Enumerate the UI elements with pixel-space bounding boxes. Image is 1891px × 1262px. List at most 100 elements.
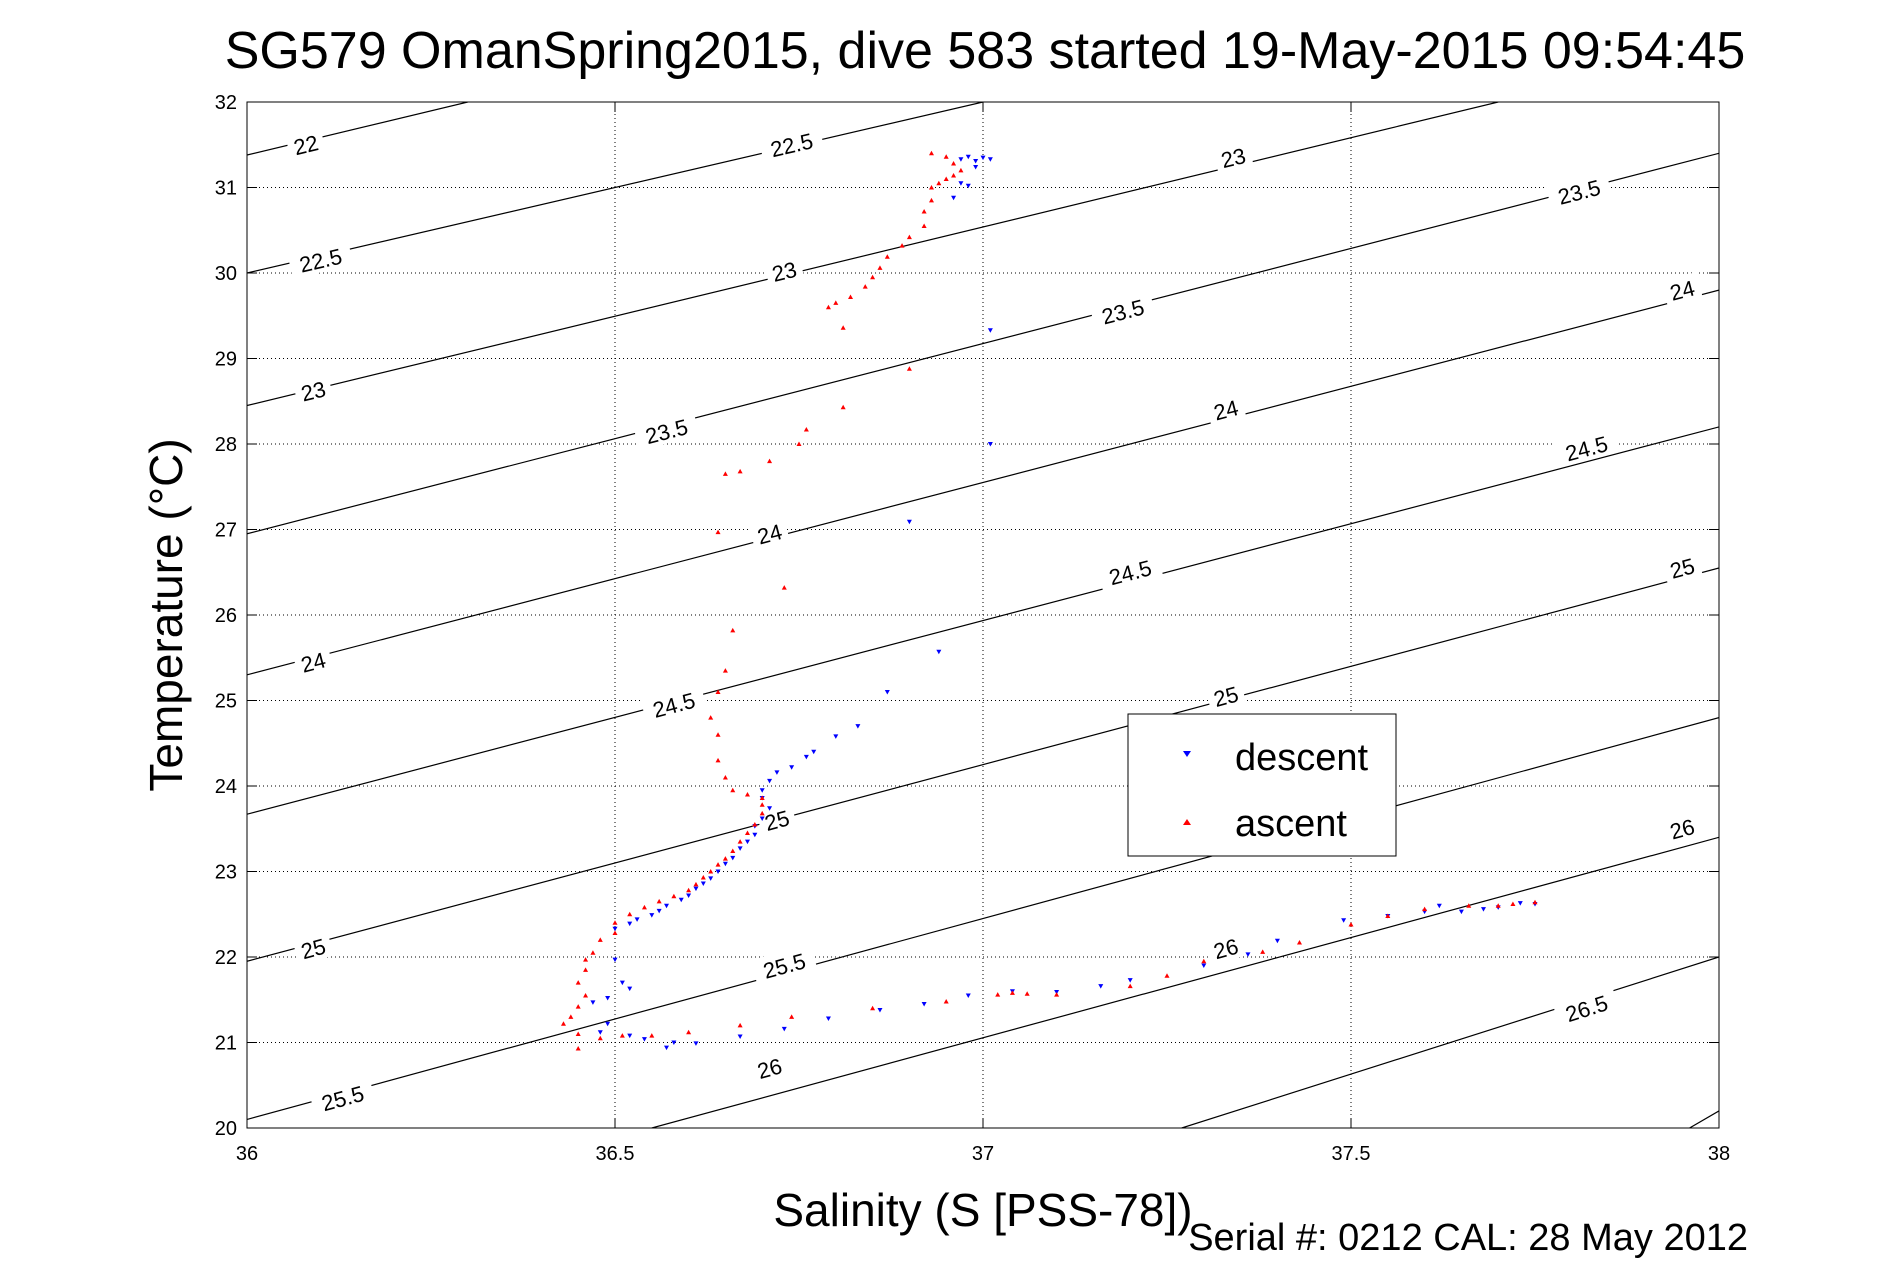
ascent-point — [870, 274, 876, 280]
contour-label-group: 26 — [1204, 930, 1247, 965]
ascent-point — [936, 180, 942, 186]
contour-label-group: 25 — [755, 802, 798, 837]
descent-point — [936, 649, 942, 655]
ascent-point — [737, 468, 743, 474]
ascent-point — [1348, 922, 1354, 927]
descent-point — [715, 869, 721, 874]
ascent-point — [737, 839, 743, 844]
contour-label-group: 24 — [748, 515, 791, 550]
descent-point — [612, 926, 618, 932]
ascent-point — [597, 937, 603, 942]
descent-point — [965, 993, 971, 998]
descent-point — [700, 881, 706, 886]
contour-line-23-5 — [247, 152, 1719, 535]
ascent-point — [789, 1014, 795, 1019]
contour-label-group: 23.5 — [633, 409, 700, 451]
contour-label-background — [1552, 426, 1620, 468]
y-tick-label: 24 — [215, 776, 237, 798]
ascent-point — [575, 1004, 581, 1009]
ascent-point — [928, 185, 934, 190]
descent-point — [1341, 918, 1347, 923]
descent-point — [811, 749, 817, 755]
ascent-point — [1164, 973, 1170, 978]
contour-label-background — [285, 126, 327, 161]
descent-point — [833, 734, 839, 739]
ascent-point — [1009, 990, 1015, 995]
ascent-point — [870, 1005, 876, 1011]
contour-label: 24.5 — [650, 688, 698, 723]
descent-point — [590, 1000, 596, 1005]
contour-label-background — [763, 253, 805, 288]
ascent-point — [730, 627, 736, 633]
contour-label-group: 25 — [1204, 678, 1247, 713]
contour-label: 23 — [1219, 143, 1249, 173]
descent-point — [803, 754, 809, 760]
x-axis-label: Salinity (S [PSS-78]) — [773, 1184, 1192, 1236]
ascent-point — [649, 1033, 655, 1038]
descent-point — [980, 155, 986, 161]
descent-point — [693, 1041, 699, 1046]
descent-point — [1436, 903, 1442, 909]
contour-label: 22.5 — [768, 128, 815, 162]
legend-box — [1127, 713, 1397, 857]
ascent-point — [715, 757, 721, 763]
y-tick-label: 26 — [215, 605, 237, 627]
serial-calibration-footer: Serial #: 0212 CAL: 28 May 2012 — [1188, 1217, 1748, 1259]
descent-point — [877, 1008, 883, 1013]
ascent-point — [612, 920, 618, 925]
ascent-point — [744, 792, 750, 797]
contour-label-group: 24.5 — [640, 683, 707, 725]
y-tick-label: 23 — [215, 862, 237, 884]
ascent-point — [715, 529, 721, 535]
descent-point — [664, 1045, 670, 1051]
ascent-point — [899, 243, 905, 248]
ascent-point — [884, 254, 890, 259]
legend: descent ascent — [1127, 713, 1397, 857]
contour-label: 24.5 — [1106, 555, 1154, 590]
contour-label-background — [640, 683, 707, 725]
contour-label-background — [309, 1076, 376, 1118]
contour-label-background — [633, 409, 700, 451]
ascent-point — [619, 1033, 625, 1038]
contour-label-background — [292, 643, 334, 679]
descent-point — [767, 806, 773, 811]
y-tick-label: 31 — [215, 178, 237, 200]
descent-point — [987, 157, 993, 162]
ascent-point — [560, 1021, 566, 1026]
descent-point — [965, 183, 971, 189]
x-tick-label: 36.5 — [596, 1143, 635, 1165]
series-descent — [590, 154, 1538, 1051]
descent-point — [965, 154, 971, 160]
descent-point — [855, 724, 861, 729]
contour-label-group: 26 — [1661, 810, 1703, 846]
ascent-point — [730, 848, 736, 853]
descent-point — [730, 855, 736, 861]
x-tick-label: 38 — [1708, 1143, 1730, 1165]
contour-label-background — [1204, 391, 1247, 426]
contour-label: 22 — [291, 130, 321, 160]
contour-line-26 — [651, 836, 1719, 1128]
descent-point — [627, 986, 633, 992]
descent-point — [958, 157, 964, 162]
descent-point — [664, 903, 670, 909]
contour-label-background — [748, 1049, 791, 1085]
contour-label-group: 22.5 — [287, 239, 354, 279]
descent-point — [737, 846, 743, 851]
descent-point — [627, 921, 633, 927]
legend-ascent-label: ascent — [1235, 803, 1347, 845]
ascent-point — [951, 161, 957, 166]
ascent-point — [877, 265, 883, 270]
ascent-point — [583, 967, 589, 972]
contour-line-22 — [247, 102, 468, 156]
ascent-point — [730, 787, 736, 793]
contour-line-24-5 — [247, 426, 1719, 815]
descent-point — [951, 195, 957, 201]
y-tick-label: 30 — [215, 263, 237, 285]
contour-label-group: 25.5 — [750, 943, 818, 986]
descent-point — [825, 1016, 831, 1022]
contour-label-group: 23 — [1212, 139, 1254, 174]
descent-point — [597, 1030, 603, 1035]
ascent-point — [583, 957, 589, 962]
